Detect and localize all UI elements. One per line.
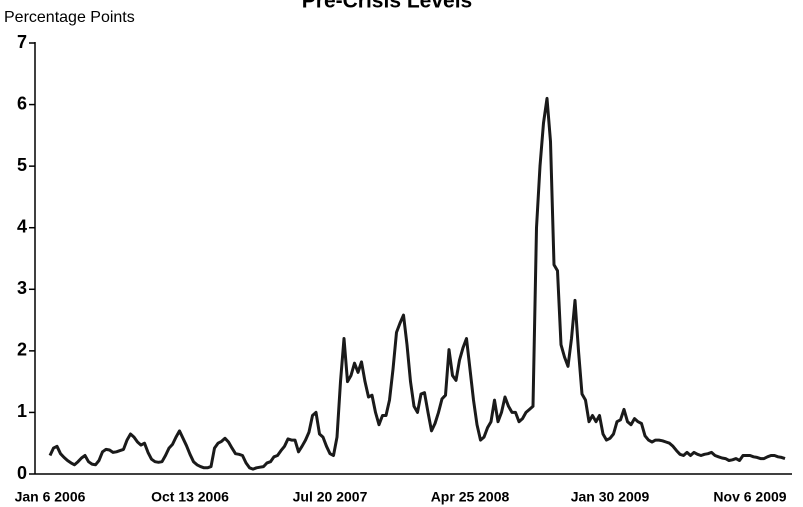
y-tick-label: 3 xyxy=(17,278,27,298)
x-tick-label: Oct 13 2006 xyxy=(151,489,229,505)
y-tick-label: 7 xyxy=(17,32,27,52)
chart-title: Pre-Crisis Levels xyxy=(302,0,472,13)
y-tick-label: 4 xyxy=(17,216,27,236)
y-tick-label: 0 xyxy=(17,463,27,483)
y-tick-label: 6 xyxy=(17,93,27,113)
y-tick-label: 2 xyxy=(17,340,27,360)
line-series xyxy=(48,96,786,471)
y-axis-label: Percentage Points xyxy=(4,9,135,26)
y-tick-label: 5 xyxy=(17,155,27,175)
y-tick-label: 1 xyxy=(17,401,27,421)
x-tick-label: Apr 25 2008 xyxy=(431,489,510,505)
x-tick-label: Jan 6 2006 xyxy=(15,489,86,505)
x-tick-label: Jan 30 2009 xyxy=(571,489,650,505)
x-tick-label: Jul 20 2007 xyxy=(293,489,368,505)
x-tick-label: Nov 6 2009 xyxy=(713,489,786,505)
